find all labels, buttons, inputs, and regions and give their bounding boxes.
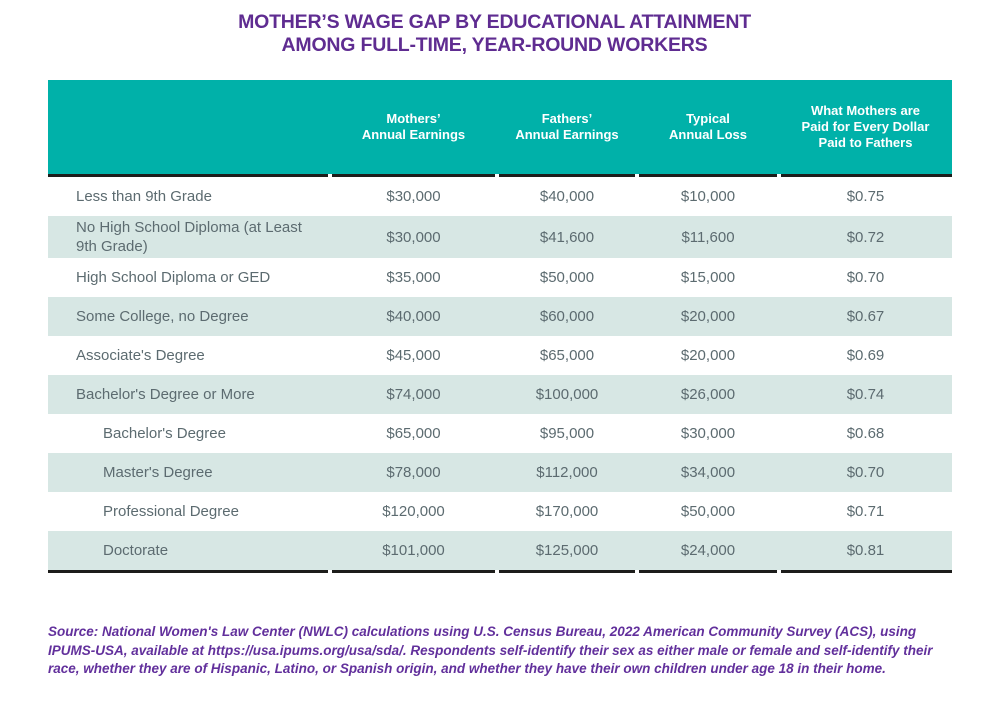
per-dollar-cell: $0.81 (846, 542, 885, 559)
per-dollar-cell: $0.70 (846, 269, 885, 286)
table-row-sub: Master's Degree $78,000 $112,000 $34,000… (48, 453, 952, 492)
annual-loss-cell: $20,000 (680, 308, 736, 325)
table-row: Some College, no Degree $40,000 $60,000 … (48, 297, 952, 336)
page-title-line2: AMONG FULL-TIME, YEAR-ROUND WORKERS (281, 34, 708, 56)
header-text: Annual Earnings (361, 127, 466, 142)
education-level-cell: Bachelor's Degree or More (76, 386, 255, 403)
table-header-row: Mothers’ Annual Earnings Fathers’ Annual… (48, 80, 952, 174)
education-level-cell: High School Diploma or GED (76, 269, 271, 286)
per-dollar-cell: $0.68 (846, 425, 885, 442)
header-text: Mothers’ (386, 111, 441, 126)
per-dollar-cell: $0.71 (846, 503, 885, 520)
fathers-earnings-cell: $65,000 (539, 347, 595, 364)
header-text: Annual Earnings (515, 127, 619, 142)
table-body: Less than 9th Grade $30,000 $40,000 $10,… (48, 177, 952, 570)
header-text: Paid for Every Dollar (801, 119, 930, 134)
fathers-earnings-cell: $41,600 (539, 228, 595, 246)
education-level-cell: Master's Degree (103, 464, 213, 481)
mothers-earnings-cell: $78,000 (386, 464, 441, 481)
mothers-earnings-cell: $65,000 (386, 425, 441, 442)
source-note: Source: National Women's Law Center (NWL… (48, 624, 933, 677)
per-dollar-cell: $0.69 (846, 347, 885, 364)
mothers-earnings-cell: $45,000 (386, 347, 441, 364)
header-text: What Mothers are (810, 103, 921, 118)
mothers-earnings-cell: $30,000 (386, 188, 441, 205)
per-dollar-cell: $0.74 (846, 386, 885, 403)
annual-loss-cell: $11,600 (681, 228, 735, 246)
table-row: No High School Diploma (at Least 9th Gra… (48, 216, 952, 258)
fathers-earnings-cell: $170,000 (535, 503, 599, 520)
annual-loss-cell: $10,000 (680, 188, 736, 205)
annual-loss-cell: $24,000 (680, 542, 736, 559)
header-cell-mothers-earnings: Mothers’ Annual Earnings (330, 80, 497, 174)
header-cell-blank (48, 80, 330, 174)
fathers-earnings-cell: $60,000 (539, 308, 595, 325)
mothers-earnings-cell: $35,000 (386, 269, 441, 286)
table-row-sub: Professional Degree $120,000 $170,000 $5… (48, 492, 952, 531)
education-level-cell: Associate's Degree (76, 347, 205, 364)
education-level-cell: Bachelor's Degree (103, 425, 226, 442)
mothers-earnings-cell: $101,000 (382, 542, 445, 559)
table-row: High School Diploma or GED $35,000 $50,0… (48, 258, 952, 297)
header-cell-annual-loss: Typical Annual Loss (637, 80, 779, 174)
mothers-earnings-cell: $40,000 (386, 308, 441, 325)
header-bottom-rule (48, 174, 952, 177)
education-level-cell: Less than 9th Grade (76, 188, 212, 205)
wage-gap-table: Mothers’ Annual Earnings Fathers’ Annual… (48, 80, 952, 573)
annual-loss-cell: $50,000 (680, 503, 736, 520)
page-title-line1: MOTHER’S WAGE GAP BY EDUCATIONAL ATTAINM… (238, 11, 751, 33)
education-level-cell: Professional Degree (103, 503, 239, 520)
per-dollar-cell: $0.75 (846, 188, 885, 205)
header-cell-per-dollar: What Mothers are Paid for Every Dollar P… (779, 80, 952, 174)
education-level-cell: Some College, no Degree (76, 308, 249, 325)
fathers-earnings-cell: $125,000 (535, 542, 599, 559)
mothers-earnings-cell: $74,000 (386, 386, 441, 403)
fathers-earnings-cell: $50,000 (539, 269, 595, 286)
header-text: Paid to Fathers (818, 135, 913, 150)
fathers-earnings-cell: $40,000 (539, 188, 595, 205)
page: MOTHER’S WAGE GAP BY EDUCATIONAL ATTAINM… (0, 11, 989, 726)
fathers-earnings-cell: $100,000 (535, 386, 599, 403)
page-title: MOTHER’S WAGE GAP BY EDUCATIONAL ATTAINM… (0, 11, 989, 57)
header-text: Annual Loss (668, 127, 747, 142)
table-row: Associate's Degree $45,000 $65,000 $20,0… (48, 336, 952, 375)
annual-loss-cell: $34,000 (680, 464, 736, 481)
per-dollar-cell: $0.67 (846, 308, 885, 325)
table-row-sub: Bachelor's Degree $65,000 $95,000 $30,00… (48, 414, 952, 453)
education-level-cell: No High School Diploma (at Least 9th Gra… (76, 219, 302, 255)
per-dollar-cell: $0.70 (846, 464, 885, 481)
mothers-earnings-cell: $120,000 (382, 503, 445, 520)
fathers-earnings-cell: $112,000 (536, 464, 598, 481)
fathers-earnings-cell: $95,000 (539, 425, 595, 442)
education-level-cell: Doctorate (103, 542, 169, 559)
header-text: Fathers’ (541, 111, 593, 126)
table-bottom-rule (48, 570, 952, 573)
table-row: Less than 9th Grade $30,000 $40,000 $10,… (48, 177, 952, 216)
table-row: Bachelor's Degree or More $74,000 $100,0… (48, 375, 952, 414)
annual-loss-cell: $26,000 (680, 386, 736, 403)
annual-loss-cell: $15,000 (680, 269, 736, 286)
mothers-earnings-cell: $30,000 (386, 228, 441, 246)
table-row-sub: Doctorate $101,000 $125,000 $24,000 $0.8… (48, 531, 952, 570)
annual-loss-cell: $30,000 (680, 425, 736, 442)
header-cell-fathers-earnings: Fathers’ Annual Earnings (497, 80, 637, 174)
per-dollar-cell: $0.72 (846, 228, 885, 246)
header-text: Typical (686, 111, 730, 126)
annual-loss-cell: $20,000 (680, 347, 736, 364)
